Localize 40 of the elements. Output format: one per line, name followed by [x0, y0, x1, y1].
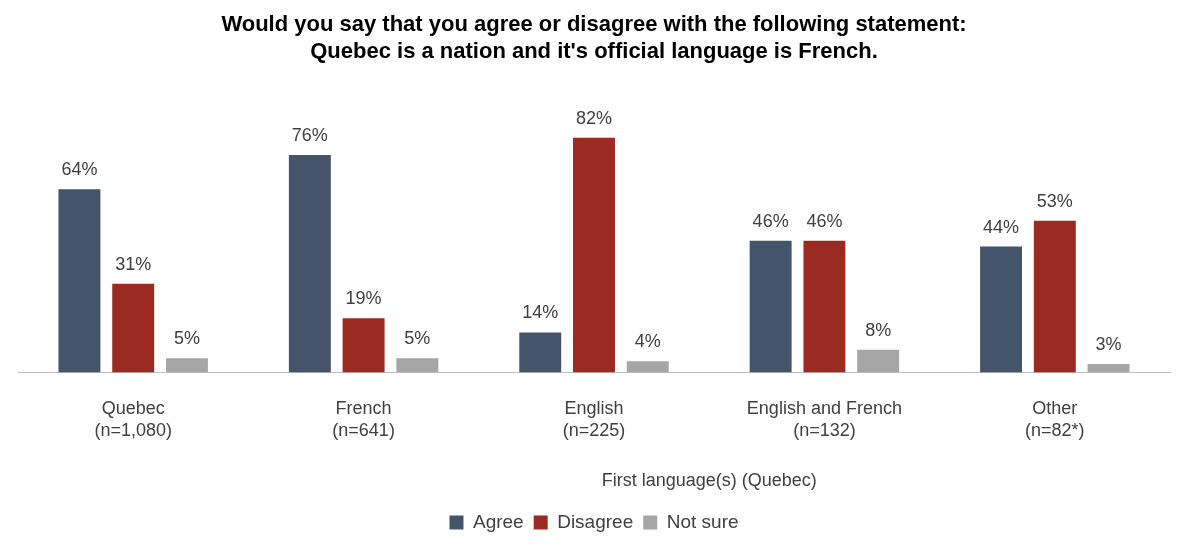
text: First language(s) (Quebec)	[601, 469, 817, 490]
bar	[396, 358, 439, 373]
bar	[857, 349, 900, 373]
data-label: 44%	[983, 216, 1020, 237]
x-tick-label: Quebec (n=1,080)	[94, 398, 172, 440]
data-label: 76%	[291, 124, 328, 145]
chart-title: Would you say that you agree or disagree with the following statement: Quebec is a nation and it's official language is French.	[221, 11, 967, 63]
data-label: 4%	[634, 331, 661, 352]
data-label: 19%	[345, 288, 382, 309]
legend-label: Disagree	[557, 510, 634, 532]
data-label: 46%	[752, 210, 789, 231]
data-label: 46%	[806, 210, 843, 231]
data-label: 53%	[1036, 190, 1073, 211]
bar	[626, 361, 669, 373]
data-label: 64%	[61, 159, 98, 180]
data-label: 31%	[115, 253, 152, 274]
bar	[165, 358, 208, 373]
data-label: 82%	[575, 107, 613, 128]
bar	[980, 246, 1023, 373]
x-tick-label: English and French (n=132)	[746, 398, 902, 440]
bar	[288, 154, 331, 373]
data-label: 5%	[404, 328, 431, 349]
bar	[749, 240, 792, 373]
bar	[573, 137, 615, 373]
x-tick-label: Other (n=82*)	[1025, 398, 1085, 440]
bar	[1033, 220, 1076, 373]
data-label: 5%	[173, 328, 200, 349]
legend-label: Agree	[472, 510, 524, 532]
bar	[112, 283, 155, 373]
bar	[342, 318, 385, 373]
data-label: 8%	[865, 319, 892, 340]
x-tick-label: English (n=225)	[562, 398, 626, 440]
data-label: 3%	[1095, 333, 1122, 354]
legend-label: Not sure	[666, 510, 739, 532]
bar	[1087, 364, 1130, 373]
bar	[58, 189, 101, 373]
x-tick-label: French (n=641)	[332, 398, 395, 440]
bar	[519, 332, 562, 373]
data-label: 14%	[522, 302, 559, 323]
bar	[803, 240, 846, 373]
